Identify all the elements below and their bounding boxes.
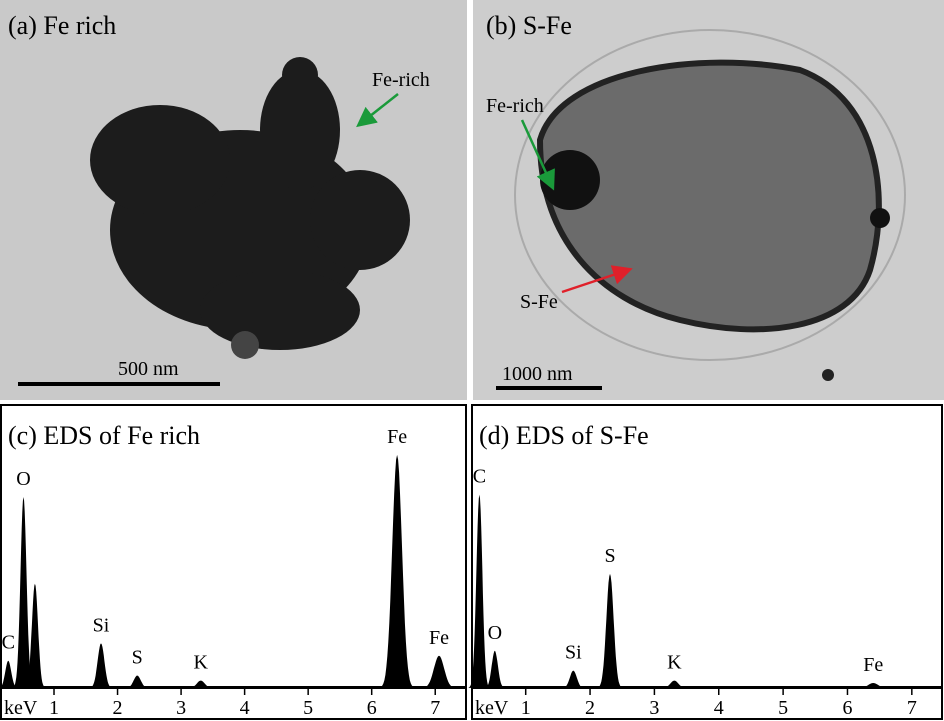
peak bbox=[467, 494, 492, 688]
x-tick-label: 4 bbox=[240, 697, 250, 719]
x-tick-label: 3 bbox=[176, 697, 186, 719]
peak bbox=[377, 454, 417, 688]
panel-label: (b) S-Fe bbox=[486, 11, 572, 40]
peak bbox=[185, 680, 217, 688]
x-tick-label: 3 bbox=[649, 697, 659, 719]
peak bbox=[418, 655, 460, 688]
peak bbox=[11, 497, 36, 688]
particle bbox=[536, 59, 890, 381]
panel-a: (a) Fe rich Fe-rich 500 nm bbox=[0, 0, 467, 400]
peak-label: C bbox=[2, 632, 15, 654]
annotation: Fe-rich bbox=[486, 95, 544, 117]
scale-bar-label: 1000 nm bbox=[502, 363, 573, 385]
peak-label: S bbox=[604, 545, 615, 567]
x-axis-label: keV bbox=[4, 697, 38, 719]
peak bbox=[482, 650, 508, 688]
panel-frame bbox=[471, 404, 943, 720]
x-tick-label: 1 bbox=[49, 697, 59, 719]
x-tick-label: 5 bbox=[303, 697, 313, 719]
x-tick-label: 7 bbox=[907, 697, 917, 719]
x-tick-label: 6 bbox=[842, 697, 852, 719]
scale-bar bbox=[496, 386, 602, 390]
peak bbox=[87, 643, 115, 688]
peak-label: S bbox=[132, 647, 143, 669]
annotation: S-Fe bbox=[520, 291, 558, 313]
peak-label: O bbox=[488, 622, 502, 644]
arrow bbox=[520, 119, 555, 191]
x-tick-label: 6 bbox=[367, 697, 377, 719]
peak bbox=[595, 573, 625, 688]
peak-label: Si bbox=[565, 642, 582, 664]
arrow bbox=[561, 265, 633, 294]
peak-label: Fe bbox=[429, 627, 449, 649]
peak-label: K bbox=[667, 652, 682, 674]
peak-label: Fe bbox=[387, 426, 407, 448]
x-tick-label: 7 bbox=[430, 697, 440, 719]
annotation: Fe-rich bbox=[372, 69, 430, 91]
peak-label: C bbox=[473, 466, 486, 488]
peak bbox=[559, 670, 588, 688]
x-tick-label: 2 bbox=[585, 697, 595, 719]
particle-cluster bbox=[90, 57, 410, 359]
x-tick-label: 5 bbox=[778, 697, 788, 719]
panel-b: (b) S-Fe Fe-rich S-Fe 1000 nm bbox=[473, 0, 944, 400]
peak-label: Si bbox=[93, 614, 110, 636]
x-tick-label: 4 bbox=[714, 697, 724, 719]
panel-label: (a) Fe rich bbox=[8, 11, 116, 40]
x-axis-label: keV bbox=[475, 697, 509, 719]
panel-frame bbox=[0, 404, 467, 720]
chart-title: (d) EDS of S-Fe bbox=[479, 421, 649, 450]
peak-label: K bbox=[194, 652, 209, 674]
peak bbox=[22, 583, 48, 688]
baseline bbox=[2, 686, 465, 689]
peak bbox=[122, 675, 152, 688]
chart-title: (c) EDS of Fe rich bbox=[8, 421, 200, 450]
peak-label: O bbox=[16, 468, 30, 490]
peak-label: Fe bbox=[863, 654, 883, 676]
x-tick-label: 2 bbox=[113, 697, 123, 719]
scale-bar bbox=[18, 382, 220, 386]
peak bbox=[853, 683, 893, 688]
peak bbox=[658, 680, 691, 688]
x-tick-label: 1 bbox=[521, 697, 531, 719]
baseline bbox=[473, 686, 942, 689]
peak bbox=[0, 660, 21, 688]
scale-bar-label: 500 nm bbox=[118, 358, 179, 380]
arrow bbox=[356, 93, 399, 128]
